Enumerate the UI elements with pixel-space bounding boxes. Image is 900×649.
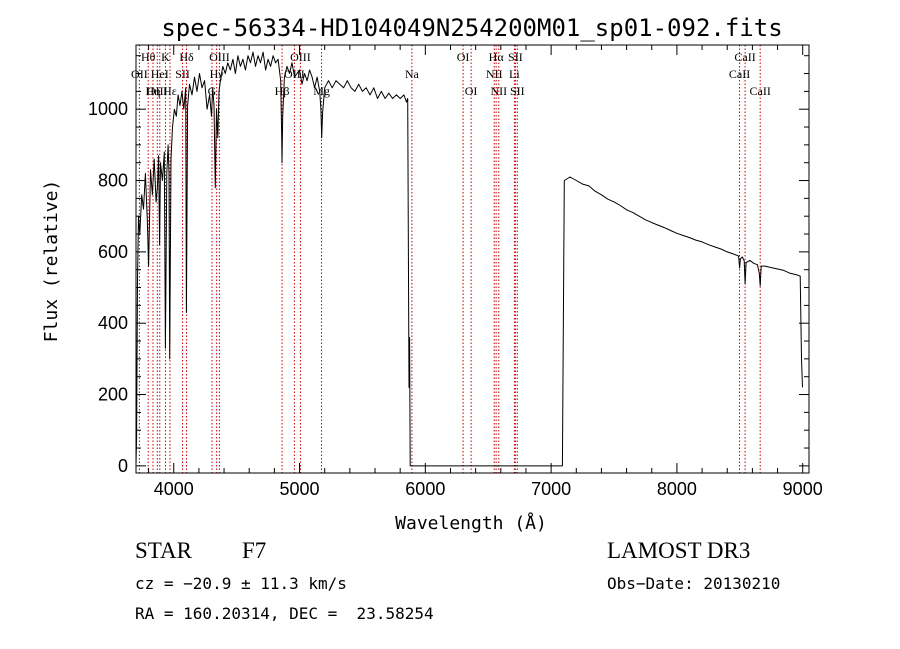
spectral-line-label: OIII	[209, 50, 230, 64]
x-tick-label: 8000	[657, 479, 697, 499]
spectral-line-label: SII	[175, 67, 190, 81]
object-type: STAR	[135, 538, 192, 563]
y-tick-label: 0	[118, 456, 128, 476]
plot-frame	[135, 44, 810, 474]
spectral-line-label: HeI	[151, 67, 169, 81]
spectral-subclass: F7	[242, 538, 267, 563]
spectral-line-label: OI	[457, 50, 470, 64]
spectrum-series	[135, 51, 803, 467]
observation-date: Obs−Date: 20130210	[607, 574, 781, 593]
spectral-line-label: OIII	[290, 50, 311, 64]
coordinates-text: RA = 160.20314, DEC = 23.58254	[135, 604, 434, 623]
spectral-line-label: Hδ	[179, 50, 194, 64]
spectral-line-label: Hη	[146, 84, 161, 98]
spectral-line-label: SII	[508, 50, 523, 64]
spectral-line-label: CaII	[734, 50, 755, 64]
y-tick-label: 200	[98, 385, 128, 405]
spectral-line-label: Hε	[163, 84, 177, 98]
spectral-line-label: Hβ	[275, 84, 290, 98]
x-tick-label: 7000	[531, 479, 571, 499]
spectral-line-label: CaII	[750, 84, 771, 98]
spectral-line-label: K	[161, 50, 170, 64]
spectral-line-label: Hθ	[141, 50, 156, 64]
chart-title: spec-56334-HD104049N254200M01_sp01-092.f…	[161, 14, 782, 42]
x-tick-label: 6000	[405, 479, 445, 499]
spectral-line-label: SII	[510, 84, 525, 98]
y-axis-label: Flux (relative)	[41, 180, 62, 343]
y-tick-label: 800	[98, 171, 128, 191]
redshift-text: cz = −20.9 ± 11.3 km/s	[135, 574, 347, 593]
spectral-line-label: CaII	[729, 67, 750, 81]
spectral-line-label: Hα	[489, 50, 505, 64]
axis-ticks: 4000 5000 6000 7000 8000 9000 0 200 400 600 800 100…	[88, 45, 823, 499]
spectral-line-label: NII	[486, 67, 503, 81]
x-axis-label: Wavelength (Å)	[395, 512, 547, 534]
spectral-line-label: OIII	[147, 84, 168, 98]
spectrum-line	[135, 51, 803, 467]
spectral-line-label: Mg	[313, 84, 330, 98]
y-tick-label: 400	[98, 313, 128, 333]
spectral-line-label: Na	[405, 67, 420, 81]
spectral-line-label: Li	[509, 67, 520, 81]
spectral-line-markers	[138, 45, 761, 473]
x-tick-label: 5000	[280, 479, 320, 499]
y-tick-label: 1000	[88, 99, 128, 119]
y-tick-label: 600	[98, 242, 128, 262]
spectral-line-label: NII	[490, 84, 507, 98]
x-tick-label: 4000	[154, 479, 194, 499]
survey-name: LAMOST DR3	[607, 538, 751, 563]
x-tick-label: 9000	[783, 479, 823, 499]
spectral-line-label: OI	[465, 84, 478, 98]
